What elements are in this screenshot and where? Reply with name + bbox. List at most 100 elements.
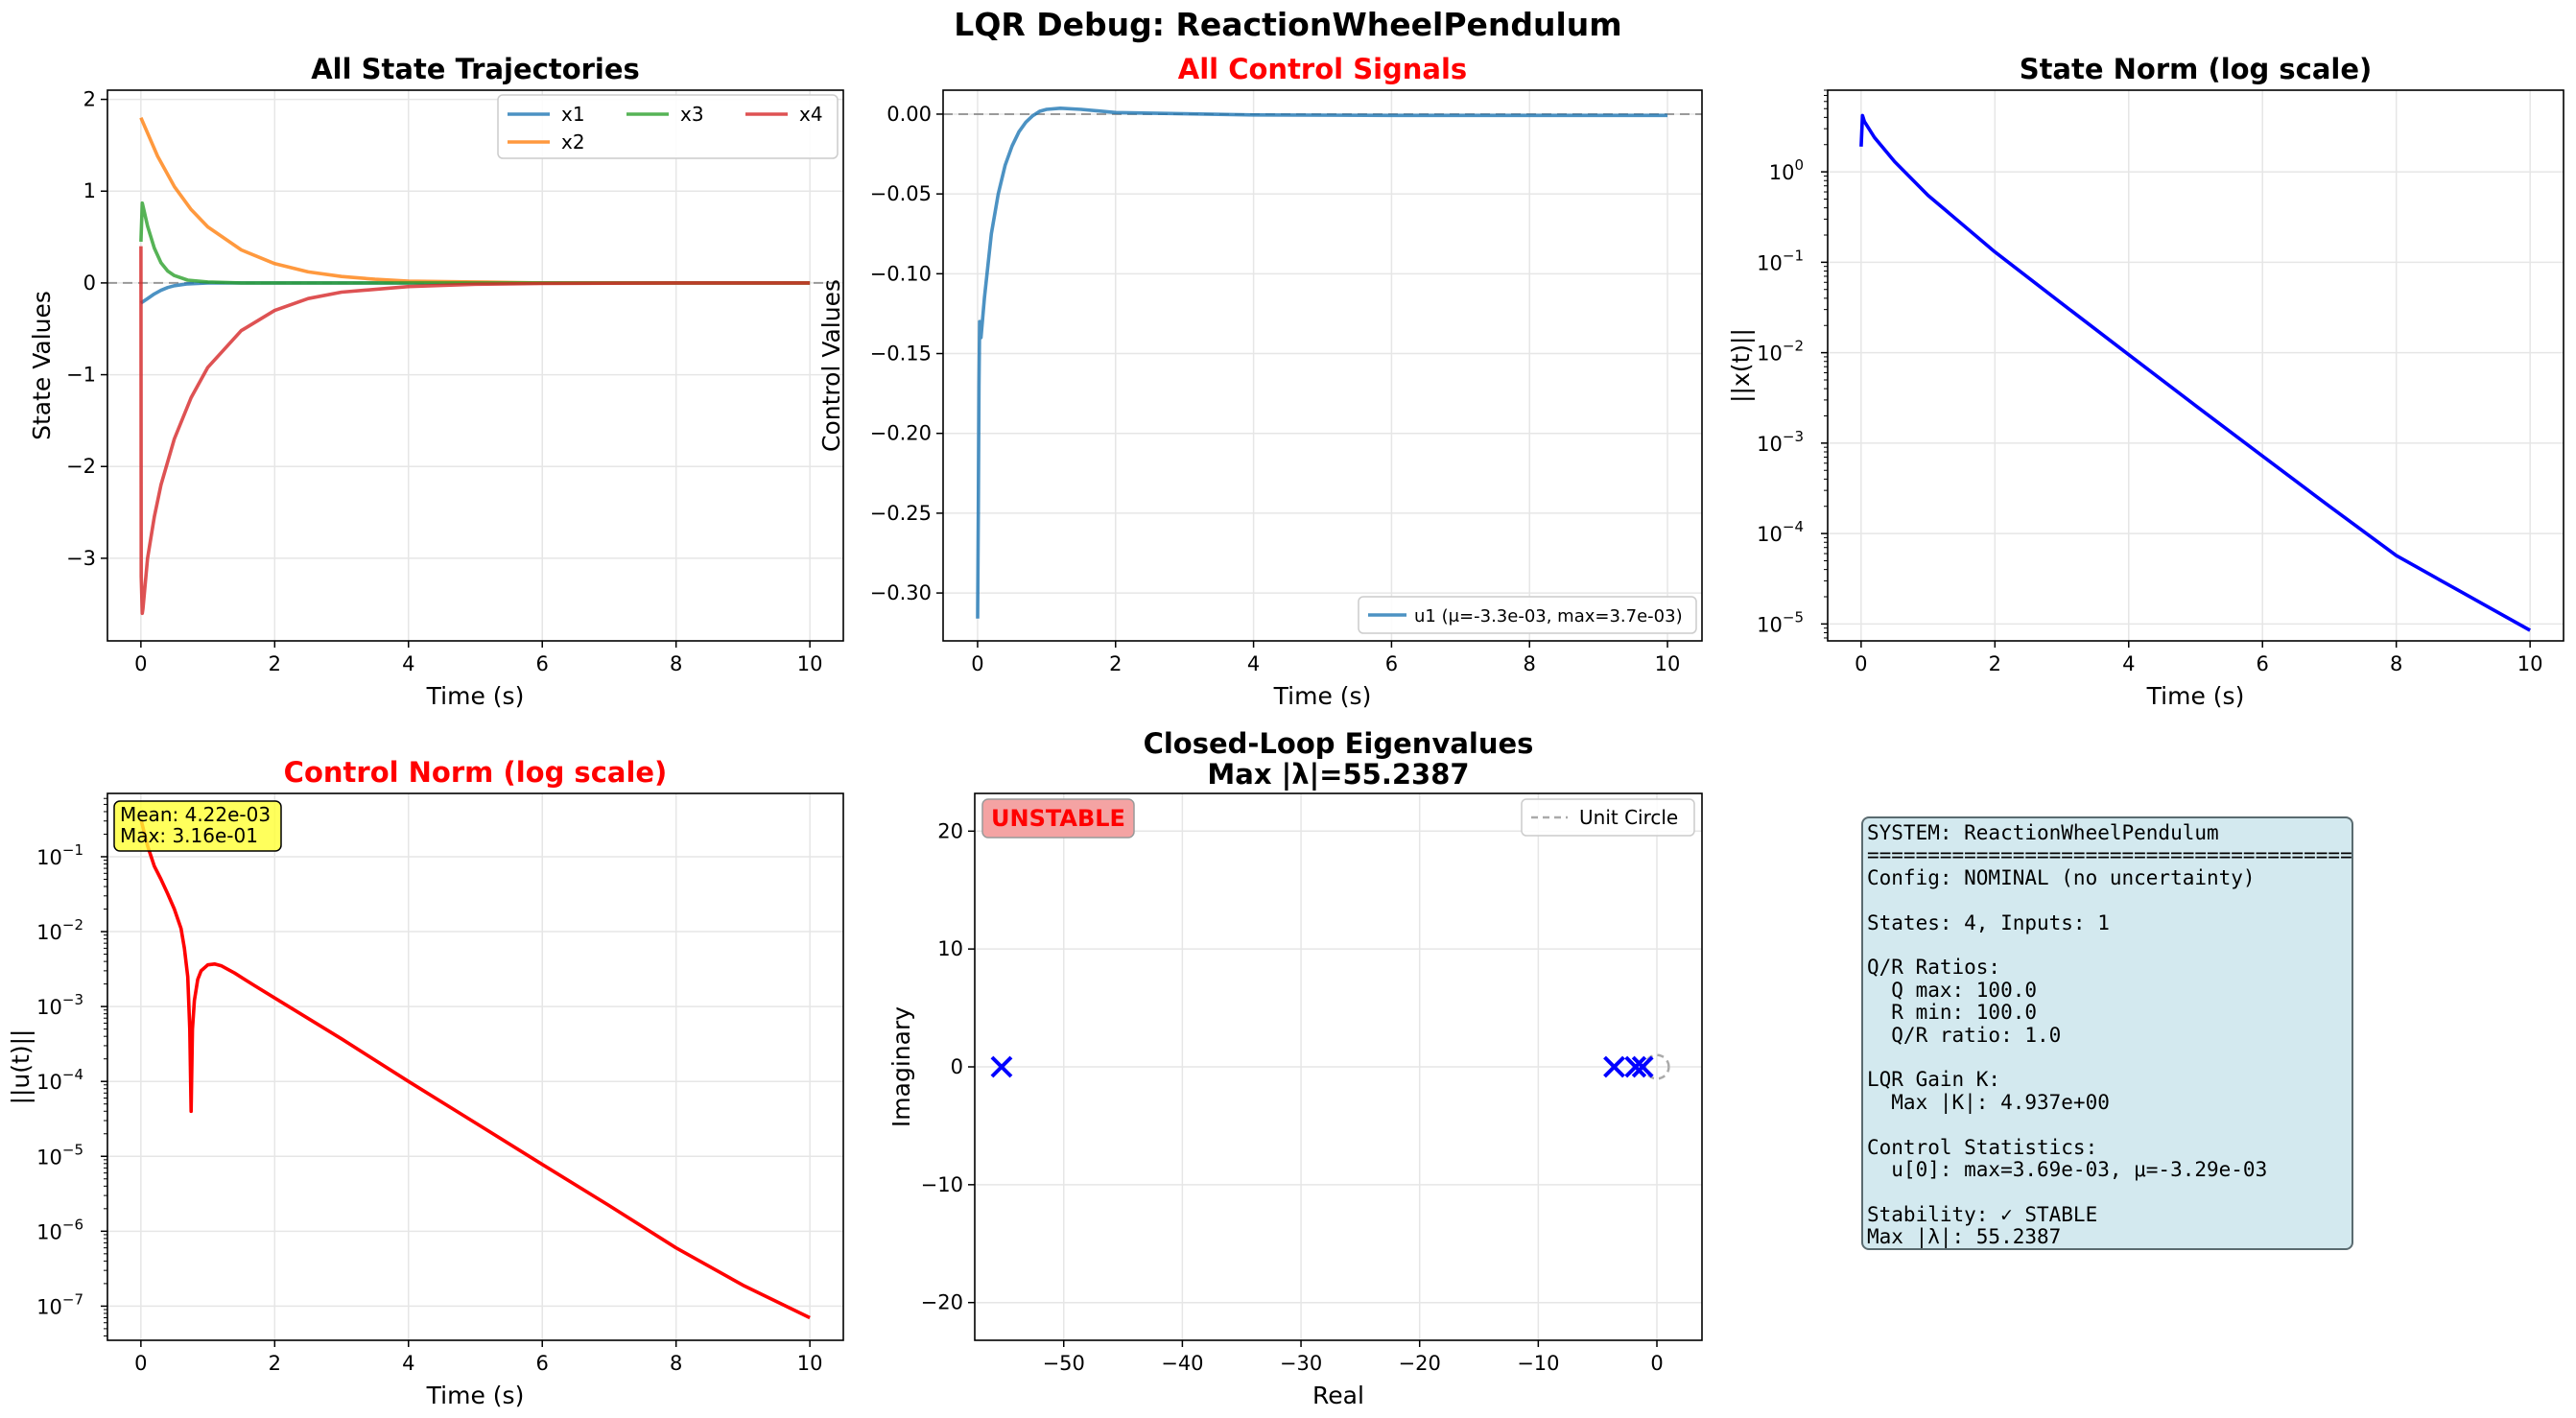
eigenvalue-marker: [990, 1055, 1013, 1078]
unstable-badge-label: UNSTABLE: [991, 805, 1125, 832]
x-tick-label: 0: [971, 652, 983, 675]
stats-annotation-line: Mean: 4.22e-03: [120, 803, 271, 826]
x-tick-label: −20: [1399, 1352, 1441, 1375]
info-line: [1867, 1182, 2348, 1204]
chart-title: State Norm (log scale): [2020, 53, 2373, 85]
legend-label: Unit Circle: [1579, 806, 1678, 829]
y-tick-label: 0: [83, 272, 96, 295]
legend-label: x2: [561, 130, 585, 154]
stats-annotation-box: [113, 800, 282, 852]
y-axis-label: Control Values: [817, 279, 845, 452]
info-line: ========================================: [1867, 843, 2352, 867]
info-line: R min: 100.0: [1867, 1001, 2038, 1025]
y-tick-label: 0: [951, 1055, 963, 1078]
x-tick-label: 2: [269, 652, 281, 675]
legend-label: x4: [799, 103, 823, 126]
axes-frame: [974, 792, 1703, 1341]
y-tick-label: 10−4: [36, 1066, 83, 1094]
y-tick-label: 10−5: [36, 1141, 83, 1169]
y-tick-label: 10−2: [36, 916, 83, 944]
eigenvalue-marker: [1603, 1055, 1625, 1078]
info-line: States: 4, Inputs: 1: [1867, 910, 2110, 934]
chart-title: All State Trajectories: [311, 53, 640, 85]
eigenvalue-marker-stroke: [1631, 1055, 1654, 1078]
eigenvalue-marker: [1631, 1055, 1654, 1078]
x-tick-label: 6: [536, 652, 549, 675]
y-tick-label: 10−1: [36, 841, 83, 869]
y-tick-label: 100: [1769, 156, 1804, 184]
y-tick-label: 10−6: [36, 1216, 83, 1243]
series-line-x3: [139, 201, 811, 285]
y-tick-label: −0.30: [870, 581, 932, 604]
x-tick-label: −40: [1161, 1352, 1203, 1375]
series-line: [1859, 113, 2531, 632]
info-line: Control Statistics:: [1867, 1135, 2098, 1159]
y-axis-label: Imaginary: [887, 1006, 915, 1127]
legend-box: [497, 94, 839, 159]
x-tick-label: 6: [1385, 652, 1398, 675]
x-tick-label: 10: [797, 1352, 823, 1375]
series-line-u1: [976, 106, 1667, 619]
axes-frame: [942, 89, 1703, 642]
x-tick-label: 4: [402, 1352, 414, 1375]
x-tick-label: 8: [2390, 652, 2402, 675]
chart-control_signals: All Control Signals 0 2 4 6 8 10 0.00 −0.05 −0.10…: [817, 53, 1703, 710]
y-tick-label: 10−1: [1757, 247, 1804, 274]
chart-title-line2: Max |λ|=55.2387: [1207, 758, 1469, 791]
eigenvalue-marker-stroke: [1624, 1055, 1647, 1078]
y-tick-label: 10−3: [1757, 428, 1804, 456]
eigenvalue-marker: [1624, 1055, 1647, 1078]
legend-label: x3: [680, 103, 704, 126]
y-tick-label: −1: [66, 364, 96, 387]
x-tick-label: 6: [536, 1352, 549, 1375]
x-tick-label: 4: [2122, 652, 2135, 675]
y-tick-label: 10−4: [1757, 518, 1804, 546]
info-line: [1867, 1047, 2348, 1069]
chart-state_traj: All State Trajectories 0 2 4 6 8 10 −3 −2 −1 0 1 2 Ti…: [28, 53, 844, 710]
info-line: [1867, 1114, 2348, 1136]
x-tick-label: 4: [402, 652, 414, 675]
unstable-badge: [981, 798, 1135, 839]
y-tick-label: 10−7: [36, 1290, 83, 1318]
info-line: [1867, 889, 2348, 911]
legend-box: [1521, 798, 1695, 837]
y-tick-label: −10: [921, 1173, 963, 1196]
legend-label: u1 (μ=-3.3e-03, max=3.7e-03): [1414, 606, 1683, 626]
x-tick-label: 4: [1247, 652, 1260, 675]
axes-frame: [106, 89, 844, 642]
info-line: Q/R ratio: 1.0: [1867, 1023, 2062, 1047]
x-axis-label: Time (s): [2146, 682, 2245, 710]
x-tick-label: 2: [1989, 652, 2001, 675]
x-axis-label: Real: [1312, 1382, 1364, 1409]
x-axis-label: Time (s): [1273, 682, 1372, 710]
info-line: u[0]: max=3.69e-03, μ=-3.29e-03: [1867, 1158, 2268, 1182]
info-line: LQR Gain K:: [1867, 1068, 2001, 1092]
axes-frame: [106, 792, 844, 1341]
series-line-x4: [139, 246, 811, 616]
y-tick-label: −2: [66, 455, 96, 478]
chart-title: All Control Signals: [1178, 53, 1467, 85]
x-tick-label: 2: [1109, 652, 1122, 675]
y-tick-label: 0.00: [886, 103, 932, 126]
x-tick-label: 0: [134, 1352, 147, 1375]
y-axis-label: State Values: [28, 291, 56, 440]
info-line: [1867, 934, 2348, 957]
series-line: [139, 818, 811, 1320]
info-line: Stability: ✓ STABLE: [1867, 1202, 2098, 1226]
x-tick-label: 0: [134, 652, 147, 675]
x-tick-label: 10: [797, 652, 823, 675]
info-line: Config: NOMINAL (no uncertainty): [1867, 865, 2256, 889]
y-tick-label: 20: [937, 819, 963, 842]
stats-annotation-line: Max: 3.16e-01: [120, 824, 258, 847]
legend-label: x1: [561, 103, 585, 126]
x-tick-label: −50: [1043, 1352, 1085, 1375]
info-line: Q max: 100.0: [1867, 978, 2038, 1002]
y-tick-label: −0.10: [870, 262, 932, 285]
y-tick-label: −0.20: [870, 422, 932, 445]
x-tick-label: 2: [269, 1352, 281, 1375]
legend-box: [1358, 596, 1697, 634]
y-tick-label: 10−2: [1757, 338, 1804, 366]
y-tick-label: 2: [83, 88, 96, 111]
